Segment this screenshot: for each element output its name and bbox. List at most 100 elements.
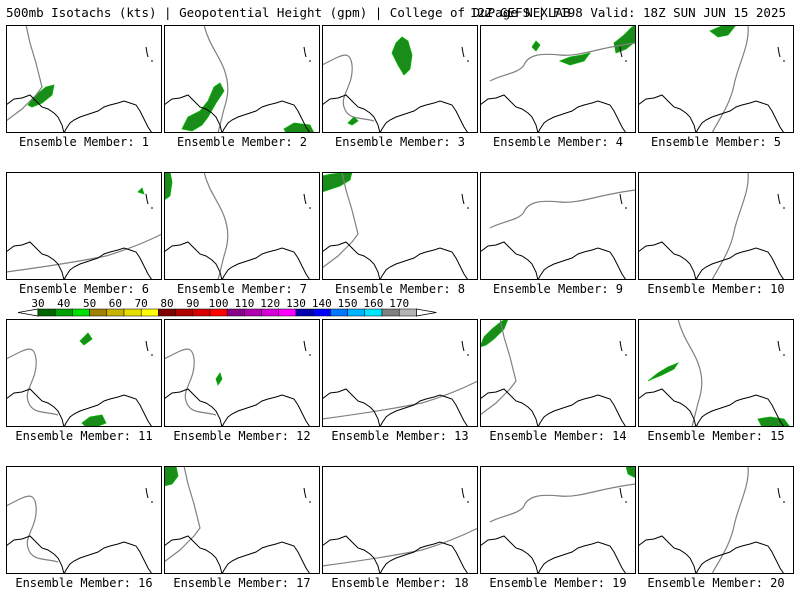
colorbar-tick-label: 160	[363, 297, 384, 310]
member-map-8	[322, 172, 478, 280]
colorbar-tick-label: 90	[186, 297, 200, 310]
member-map-svg	[322, 466, 478, 574]
coastline	[322, 487, 469, 574]
colorbar-swatch	[261, 308, 280, 317]
member-map-svg	[322, 319, 478, 427]
member-map-9	[480, 172, 636, 280]
panel-border	[164, 172, 320, 280]
panel-border	[164, 466, 320, 574]
member-map-svg	[6, 319, 162, 427]
coastline	[480, 487, 627, 574]
height-contour	[489, 483, 636, 523]
height-contour	[322, 527, 478, 567]
isotach-area	[215, 372, 223, 386]
colorbar-swatch	[295, 308, 314, 317]
coastline	[480, 46, 627, 133]
member-map-svg	[164, 466, 320, 574]
panel-border	[6, 466, 162, 574]
member-map-5	[638, 25, 794, 133]
colorbar-swatch	[158, 308, 176, 317]
panel-border	[164, 319, 320, 427]
colorbar-tick-label: 100	[208, 297, 229, 310]
colorbar-swatch	[106, 308, 125, 317]
colorbar-tick-label: 150	[337, 297, 358, 310]
height-contour	[203, 25, 229, 133]
colorbar-swatch	[312, 308, 331, 317]
colorbar-tick-label: 170	[389, 297, 410, 310]
isotach-area	[347, 116, 359, 126]
height-contour	[489, 189, 636, 229]
member-label: Ensemble Member: 15	[647, 429, 785, 443]
panel-border	[322, 466, 478, 574]
run-valid-time: 12Z GEFS | F198 Valid: 18Z SUN JUN 15 20…	[469, 5, 786, 20]
height-contour	[6, 348, 59, 416]
colorbar-left-arrow	[17, 308, 39, 317]
colorbar-tick-label: 40	[57, 297, 71, 310]
member-label: Ensemble Member: 3	[334, 135, 466, 149]
member-map-16	[6, 466, 162, 574]
member-map-svg	[6, 466, 162, 574]
height-contour	[711, 466, 749, 574]
coastline	[6, 193, 153, 280]
member-label: Ensemble Member: 5	[650, 135, 782, 149]
member-map-svg	[638, 466, 794, 574]
height-contour	[203, 172, 229, 280]
panel-border	[6, 25, 162, 133]
isotach-area	[757, 416, 791, 427]
member-map-7	[164, 172, 320, 280]
isotach-area	[137, 187, 145, 195]
isotach-area	[164, 172, 173, 201]
height-contour	[677, 319, 703, 427]
member-map-svg	[638, 319, 794, 427]
isotach-area	[480, 319, 509, 348]
colorbar-tick-label: 140	[311, 297, 332, 310]
height-contour	[164, 348, 217, 416]
isotach-area	[81, 414, 107, 427]
member-map-svg	[480, 25, 636, 133]
coastline	[164, 487, 311, 574]
member-map-11	[6, 319, 162, 427]
member-map-14	[480, 319, 636, 427]
isotach-area	[613, 25, 636, 54]
member-label: Ensemble Member: 1	[18, 135, 150, 149]
coastline	[322, 340, 469, 427]
coastline	[6, 46, 153, 133]
panel-border	[480, 466, 636, 574]
height-contour	[480, 319, 517, 416]
coastline	[638, 340, 785, 427]
colorbar-tick-label: 60	[108, 297, 123, 310]
colorbar-swatch	[330, 308, 348, 317]
coastline	[322, 193, 469, 280]
colorbar-tick-label: 130	[286, 297, 306, 310]
coastline	[322, 46, 469, 133]
isotach-area	[164, 466, 179, 487]
colorbar-tick-label: 110	[234, 297, 255, 310]
isotach-area	[181, 82, 225, 132]
member-label: Ensemble Member: 16	[15, 576, 153, 590]
member-label: Ensemble Member: 4	[492, 135, 624, 149]
height-contour	[322, 380, 478, 420]
coastline	[6, 340, 153, 427]
coastline	[6, 487, 153, 574]
panel-border	[638, 466, 794, 574]
member-label: Ensemble Member: 9	[492, 282, 624, 296]
member-label: Ensemble Member: 17	[173, 576, 311, 590]
coastline	[164, 340, 311, 427]
colorbar-swatch	[123, 308, 142, 317]
member-map-svg	[6, 25, 162, 133]
isotach-area	[709, 25, 737, 38]
colorbar-swatch	[54, 308, 73, 317]
member-map-svg	[480, 319, 636, 427]
member-map-18	[322, 466, 478, 574]
panel-border	[6, 319, 162, 427]
colorbar-swatch	[347, 308, 366, 317]
member-map-svg	[164, 319, 320, 427]
isotach-area	[647, 362, 680, 382]
colorbar-tick-label: 30	[31, 297, 45, 310]
panel-border	[638, 172, 794, 280]
map-title: 500mb Isotachs (kts) | Geopotential Heig…	[6, 5, 571, 20]
member-map-6	[6, 172, 162, 280]
isotach-colorbar: 30 40 50 60 70 80 90 100 110 120 130 140 150 160 170	[17, 297, 788, 321]
member-map-1	[6, 25, 162, 133]
member-label: Ensemble Member: 6	[18, 282, 150, 296]
